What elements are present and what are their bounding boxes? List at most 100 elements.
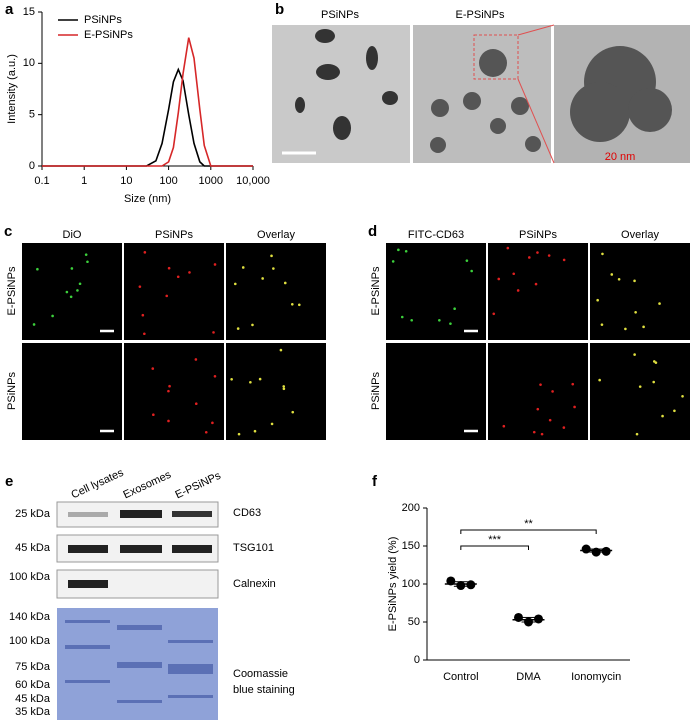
spot — [233, 282, 237, 286]
panel-label: a — [5, 1, 14, 18]
fluorescence-image — [22, 243, 122, 340]
x-tick-label: 0.1 — [34, 175, 49, 187]
spot — [237, 432, 241, 436]
fluorescence-image — [488, 343, 588, 440]
spot — [253, 429, 257, 433]
blot-label: Calnexin — [233, 578, 276, 590]
spot — [86, 260, 89, 264]
bands — [68, 510, 212, 588]
spot — [168, 384, 171, 388]
spot — [540, 432, 544, 436]
spot — [391, 260, 395, 263]
row-label: E-PSiNPs — [370, 266, 382, 315]
particles — [295, 29, 398, 140]
spot — [272, 267, 275, 270]
panel-label: f — [372, 473, 378, 490]
spot — [279, 348, 283, 352]
spot — [598, 378, 601, 382]
spot — [261, 277, 264, 280]
column-label: PSiNPs — [519, 229, 557, 241]
column-label: PSiNPs — [155, 229, 193, 241]
column-label: DiO — [63, 229, 82, 241]
spot — [70, 267, 74, 270]
point — [446, 576, 456, 586]
spot — [211, 421, 214, 425]
spot — [36, 267, 39, 271]
spot — [492, 312, 496, 316]
spot — [438, 318, 441, 322]
spot — [516, 289, 520, 292]
spot — [270, 254, 273, 258]
fluorescence-image — [386, 343, 486, 440]
spot — [634, 310, 637, 314]
spot — [600, 323, 604, 326]
kda-label: 100 kDa — [9, 635, 51, 647]
spot — [167, 389, 170, 393]
significance-label: *** — [488, 534, 502, 546]
spot — [470, 269, 473, 273]
kda-label: 60 kDa — [15, 679, 51, 691]
x-tick-label: Ionomycin — [571, 671, 621, 683]
spot — [270, 422, 274, 426]
spot — [658, 302, 661, 305]
spot — [536, 251, 539, 254]
fluorescence-image — [226, 243, 326, 340]
spot — [143, 251, 147, 254]
y-tick-label: 150 — [402, 540, 420, 552]
spot — [188, 271, 191, 274]
spot — [251, 323, 254, 327]
legend-label: PSiNPs — [84, 14, 122, 26]
spot — [165, 294, 169, 298]
spot — [212, 331, 215, 334]
significance-bracket — [460, 545, 529, 550]
x-tick-label: DMA — [516, 671, 541, 683]
spot — [141, 313, 145, 317]
spot — [282, 385, 286, 388]
spot — [167, 419, 170, 423]
series-line — [42, 37, 253, 167]
column-label: Overlay — [257, 229, 295, 241]
spot — [213, 374, 217, 378]
spot — [673, 409, 676, 413]
spot — [661, 414, 664, 418]
spot — [512, 272, 516, 276]
spot — [652, 380, 656, 384]
significance-label: ** — [524, 518, 533, 530]
fluorescence-image — [124, 243, 224, 340]
spot — [152, 413, 155, 416]
particles — [430, 46, 672, 153]
spot — [32, 323, 36, 326]
y-axis-label: E-PSiNPs yield (%) — [387, 537, 399, 632]
spot — [536, 407, 540, 411]
y-tick-label: 5 — [29, 109, 35, 121]
spot — [258, 377, 262, 381]
spot — [65, 290, 69, 294]
fluorescence-image — [22, 343, 122, 440]
spot — [539, 383, 542, 386]
spot — [449, 322, 452, 325]
y-tick-label: 0 — [29, 160, 35, 172]
spot — [167, 266, 171, 270]
spot — [298, 303, 301, 307]
y-tick-label: 15 — [23, 6, 35, 18]
point — [601, 546, 611, 556]
x-tick-label: 1000 — [199, 175, 223, 187]
kda-label: 100 kDa — [9, 571, 51, 583]
y-tick-label: 50 — [408, 616, 420, 628]
y-tick-label: 0 — [414, 654, 420, 666]
y-tick-label: 100 — [402, 578, 420, 590]
spot — [290, 302, 294, 306]
spot — [138, 285, 142, 288]
image-label: PSiNPs — [321, 9, 359, 21]
point — [514, 612, 523, 622]
spot — [497, 277, 501, 281]
spot — [397, 248, 400, 252]
row-label: PSiNPs — [6, 372, 18, 410]
spot — [213, 263, 217, 266]
spot — [176, 275, 180, 279]
kda-label: 75 kDa — [15, 661, 51, 673]
spot — [69, 295, 73, 299]
spot — [291, 410, 295, 414]
spot — [534, 282, 538, 286]
